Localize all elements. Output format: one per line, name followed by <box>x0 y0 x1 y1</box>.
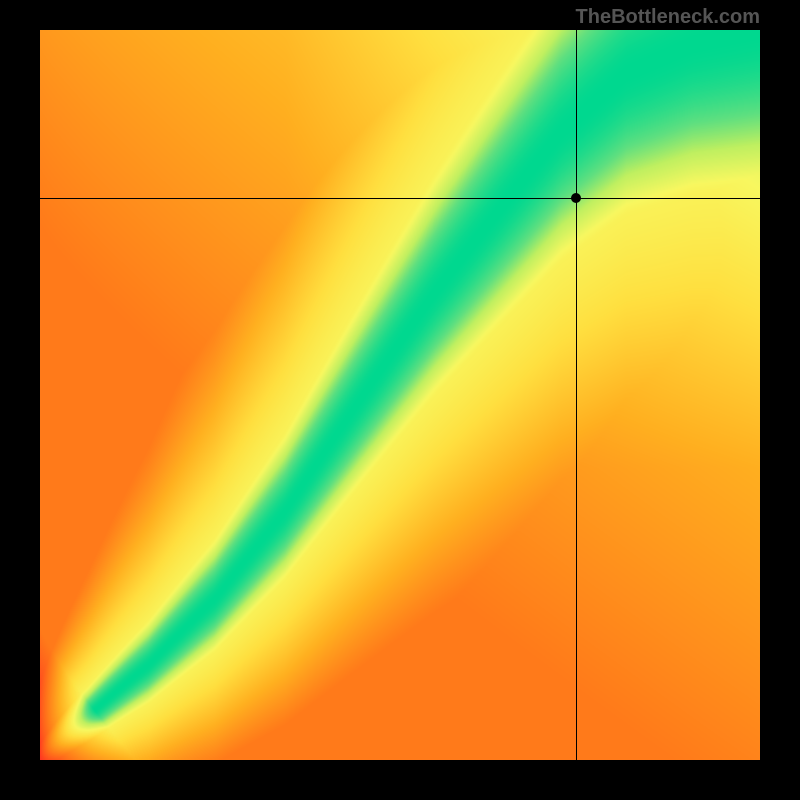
heatmap-canvas <box>40 30 760 760</box>
crosshair-horizontal <box>40 198 760 199</box>
crosshair-marker <box>571 193 581 203</box>
heatmap-plot <box>40 30 760 760</box>
source-label: TheBottleneck.com <box>576 6 760 29</box>
crosshair-vertical <box>576 30 577 760</box>
